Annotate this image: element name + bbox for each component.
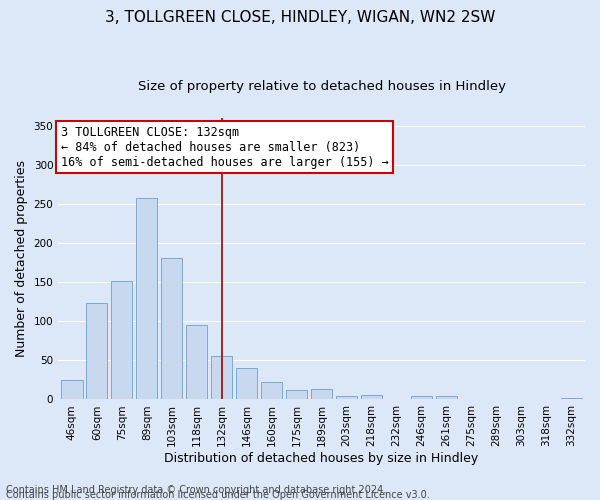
Bar: [560, 398, 582, 400]
Bar: [111, 280, 133, 400]
Bar: [86, 303, 107, 400]
Text: 3, TOLLGREEN CLOSE, HINDLEY, WIGAN, WN2 2SW: 3, TOLLGREEN CLOSE, HINDLEY, WIGAN, WN2 …: [105, 10, 495, 25]
Bar: [186, 325, 208, 400]
Bar: [311, 388, 332, 400]
Bar: [361, 395, 382, 400]
Y-axis label: Number of detached properties: Number of detached properties: [15, 160, 28, 357]
Text: Contains public sector information licensed under the Open Government Licence v3: Contains public sector information licen…: [6, 490, 430, 500]
Bar: [136, 198, 157, 400]
Bar: [261, 382, 282, 400]
Text: 3 TOLLGREEN CLOSE: 132sqm
← 84% of detached houses are smaller (823)
16% of semi: 3 TOLLGREEN CLOSE: 132sqm ← 84% of detac…: [61, 126, 388, 168]
Text: Contains HM Land Registry data © Crown copyright and database right 2024.: Contains HM Land Registry data © Crown c…: [6, 485, 386, 495]
Bar: [436, 396, 457, 400]
Bar: [411, 396, 432, 400]
Bar: [236, 368, 257, 400]
Bar: [211, 356, 232, 400]
X-axis label: Distribution of detached houses by size in Hindley: Distribution of detached houses by size …: [164, 452, 479, 465]
Title: Size of property relative to detached houses in Hindley: Size of property relative to detached ho…: [137, 80, 506, 93]
Bar: [61, 380, 83, 400]
Bar: [161, 258, 182, 400]
Bar: [336, 396, 357, 400]
Bar: [286, 390, 307, 400]
